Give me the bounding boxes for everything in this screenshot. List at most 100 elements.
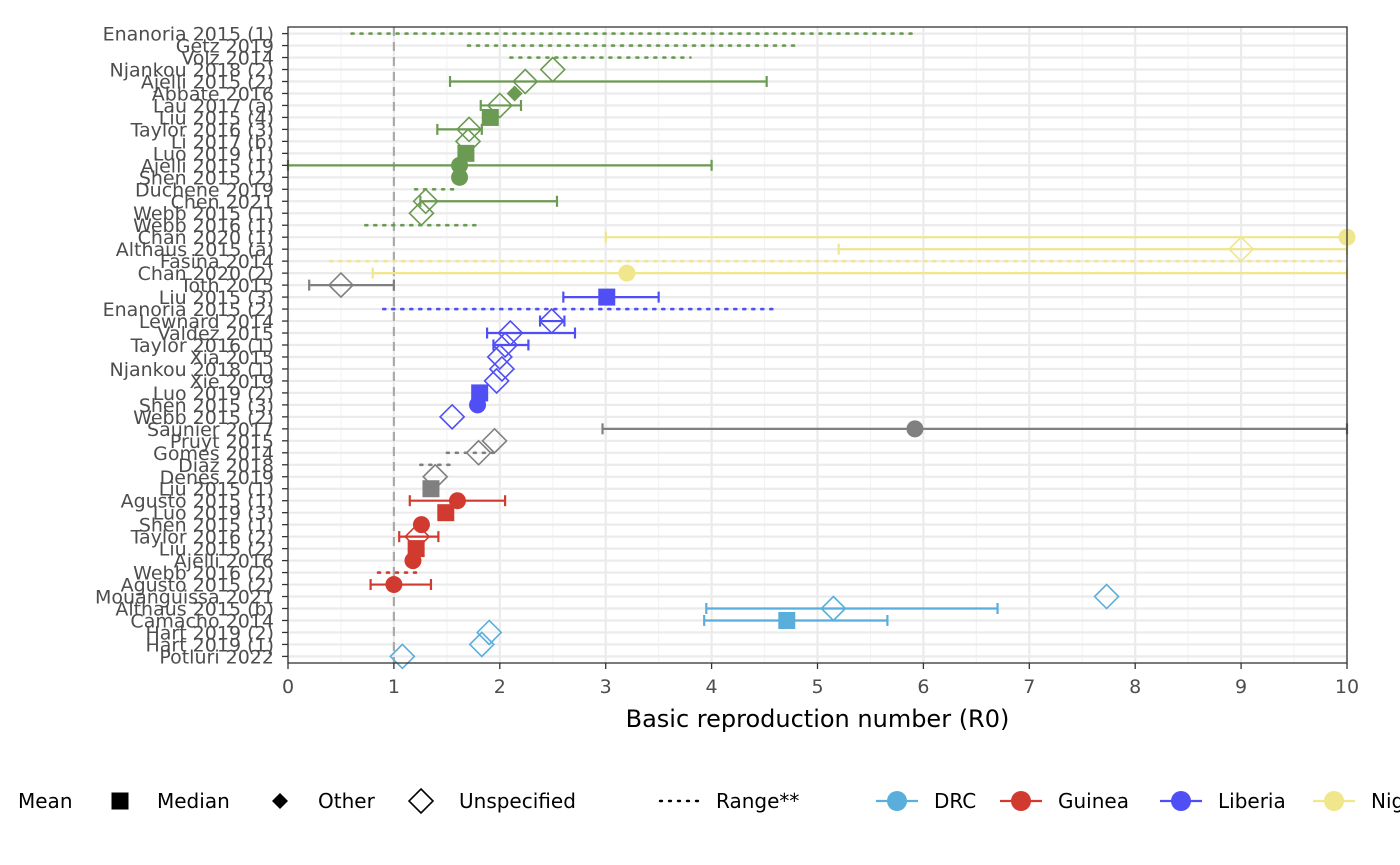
unspecified-point xyxy=(1227,236,1255,263)
x-tick-label: 2 xyxy=(494,676,506,698)
study-label: Webb 2016 (1) xyxy=(133,215,274,237)
study-label: Taylor 2016 (3) xyxy=(130,119,274,141)
unspecified-point xyxy=(486,343,513,371)
study-label: Agusto 2015 (2) xyxy=(121,575,274,597)
unspecified-point xyxy=(407,787,435,815)
legend-label: Mean xyxy=(18,789,73,813)
study-label: Chan 2020 (1) xyxy=(138,227,274,249)
x-tick-label: 8 xyxy=(1129,676,1141,698)
grid xyxy=(286,27,1349,663)
median-point xyxy=(111,792,129,810)
study-label: Volz 2014 xyxy=(181,48,274,70)
legend-label: Guinea xyxy=(1058,789,1129,813)
x-tick-label: 3 xyxy=(600,676,612,698)
other-point xyxy=(272,793,288,809)
unspecified-point xyxy=(497,319,524,347)
x-axis-title: Basic reproduction number (R0) xyxy=(626,705,1010,733)
intervals xyxy=(286,32,1349,626)
study-label: Gomes 2014 xyxy=(153,443,274,465)
study-label: Valdez 2015 xyxy=(157,323,274,345)
unspecified-point xyxy=(439,403,466,430)
study-label: Taylor 2016 (2) xyxy=(130,527,274,549)
study-label: Liu 2015 (4) xyxy=(159,107,274,129)
mean-point xyxy=(451,156,469,174)
study-label: Potluri 2022 xyxy=(159,646,274,668)
study-label: Webb 2015 (1) xyxy=(133,203,274,225)
legend-label: Unspecified xyxy=(459,789,576,813)
x-tick-label: 1 xyxy=(388,676,400,698)
unspecified-point xyxy=(455,116,483,143)
mean-point xyxy=(412,516,430,534)
unspecified-point xyxy=(491,331,519,359)
median-point xyxy=(481,108,499,126)
x-tick-label: 7 xyxy=(1023,676,1035,698)
unspecified-point xyxy=(488,355,516,383)
study-label: Ajelli 2015 (1) xyxy=(141,155,274,177)
study-label: Lau 2017 (a) xyxy=(153,95,274,117)
legend-label: Median xyxy=(157,789,230,813)
study-label: Ajelli 2016 xyxy=(174,551,274,573)
study-label: Xie 2019 xyxy=(190,371,274,393)
study-label: Agusto 2015 (1) xyxy=(121,491,274,513)
median-point xyxy=(422,480,440,498)
unspecified-point xyxy=(512,68,539,95)
x-axis-ticks: 0 1 2 3 4 5 6 7 8 9 10 xyxy=(282,663,1359,698)
unspecified-point xyxy=(539,56,566,83)
study-label: Duchene 2019 xyxy=(135,179,274,201)
study-label: Hart 2019 (1) xyxy=(145,634,274,656)
legend-label: Range** xyxy=(716,789,799,813)
study-label: Hart 2019 (2) xyxy=(145,622,274,644)
study-label: Liu 2015 (1) xyxy=(159,479,274,501)
unspecified-point xyxy=(538,307,565,335)
mean-point xyxy=(451,168,469,186)
x-tick-label: 6 xyxy=(917,676,929,698)
study-label: Shen 2015 (2) xyxy=(139,167,274,189)
unspecified-point xyxy=(327,271,355,299)
legend-country-dot xyxy=(1324,791,1344,811)
study-label: Taylor 2016 (1) xyxy=(130,335,274,357)
median-point xyxy=(778,611,796,629)
mean-point xyxy=(906,420,924,438)
study-label: Njankou 2018 (1) xyxy=(109,359,274,381)
x-tick-label: 10 xyxy=(1335,676,1359,698)
median-point xyxy=(598,288,616,306)
study-label: Enanoria 2015 (2) xyxy=(103,299,274,321)
legend: Mean Median Other Unspecified Range** DRC Guin… xyxy=(18,787,1400,815)
legend-label: Other xyxy=(318,789,376,813)
study-label: Luo 2019 (2) xyxy=(153,383,274,405)
study-label: Mouanguissa 2021 xyxy=(95,587,274,609)
study-label: Camacho 2014 xyxy=(130,610,274,632)
study-label: Webb 2016 (2) xyxy=(133,563,274,585)
unspecified-point xyxy=(412,188,439,215)
unspecified-point xyxy=(1093,583,1120,610)
median-point xyxy=(437,504,455,522)
unspecified-point xyxy=(820,595,847,622)
study-label: Ajelli 2015 (2) xyxy=(141,71,274,93)
study-label: Webb 2015 (2) xyxy=(133,407,274,429)
study-label: Shen 2015 (1) xyxy=(139,515,274,537)
study-label: Toth 2015 xyxy=(179,275,274,297)
legend-label: DRC xyxy=(934,789,976,813)
study-label: Abbate 2016 xyxy=(152,83,274,105)
study-label: Althaus 2015 (a) xyxy=(116,239,274,261)
study-label: Li 2017 (b) xyxy=(171,131,274,153)
mean-point xyxy=(404,552,422,570)
study-label: Chan 2020 (2) xyxy=(138,263,274,285)
study-label: Saunier 2017 xyxy=(147,419,274,441)
study-label: Althaus 2015 (b) xyxy=(115,599,274,621)
unspecified-point xyxy=(481,427,508,454)
study-label: Liu 2015 (3) xyxy=(159,287,274,309)
study-label: Fasina 2014 xyxy=(160,251,274,273)
unspecified-point xyxy=(408,200,435,227)
study-label: Liu 2015 (2) xyxy=(159,539,274,561)
x-tick-label: 0 xyxy=(282,676,294,698)
legend-country-dot xyxy=(1171,791,1191,811)
mean-point xyxy=(469,396,487,414)
legend-country-dot xyxy=(1011,791,1031,811)
x-tick-label: 9 xyxy=(1235,676,1247,698)
study-label: Njankou 2018 (2) xyxy=(109,60,274,82)
study-label: Getz 2019 xyxy=(176,36,274,58)
legend-country-dot xyxy=(887,791,907,811)
